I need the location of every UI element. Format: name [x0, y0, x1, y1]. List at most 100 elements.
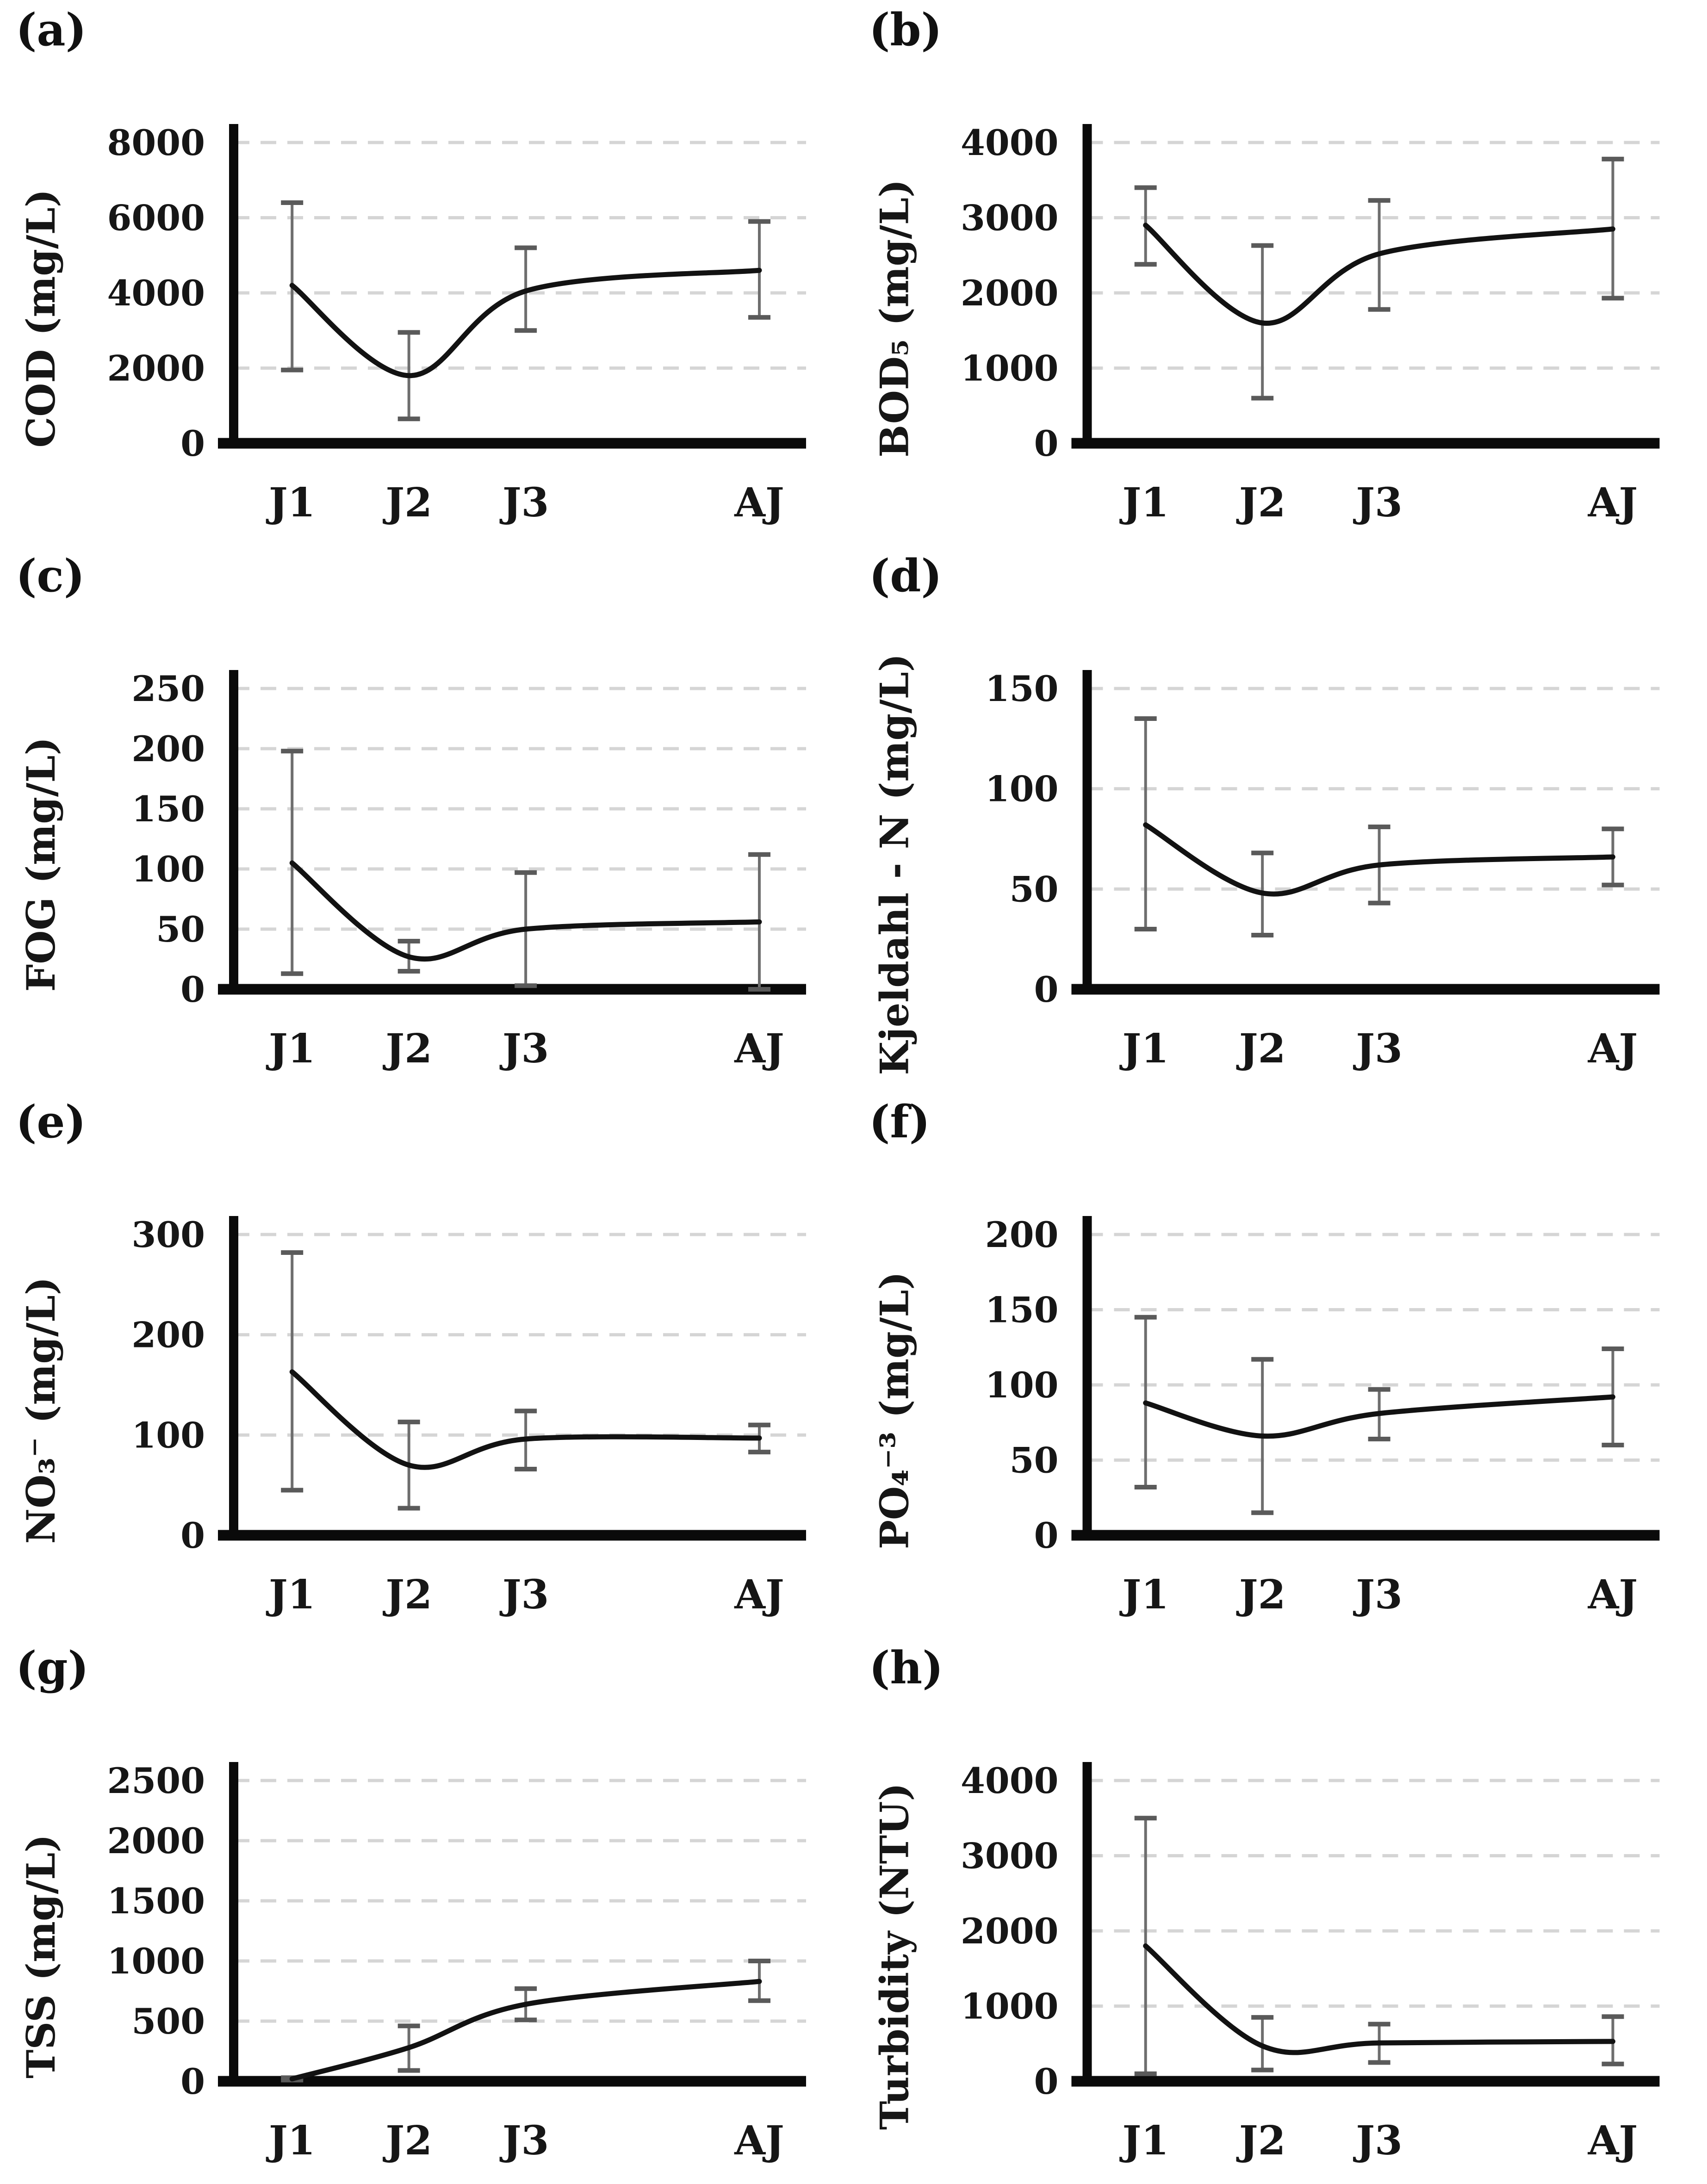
y-axis-title: PO₄⁻³ (mg/L)	[872, 1272, 918, 1549]
x-tick-label: J1	[266, 479, 316, 526]
panel-label: (b)	[869, 4, 942, 56]
series-line	[289, 1369, 762, 1470]
y-tick-label: 0	[180, 423, 205, 464]
y-tick-label: 200	[131, 1315, 205, 1356]
panel-label: (e)	[16, 1096, 86, 1148]
x-tick-label: J2	[1236, 1025, 1286, 1072]
y-tick-label: 0	[180, 1515, 205, 1556]
panel-c: (c) 0 50 100 150 200 250 J1 J2 J3 AJ FOG (mg/L)	[0, 546, 853, 1092]
panel-label: (f)	[869, 1096, 931, 1148]
x-tick-label: AJ	[1588, 479, 1638, 526]
chart-cod: 0 2000 4000 6000 8000 J1 J2 J3 AJ COD (mg/L)	[18, 122, 806, 526]
y-tick-label: 500	[131, 2001, 205, 2042]
x-tick-label: J3	[1353, 1025, 1403, 1072]
x-tick-label: J2	[1236, 479, 1286, 526]
chart-turbidity: 0 1000 2000 3000 4000 J1 J2 J3 AJ Turbidity (NTU)	[872, 1760, 1660, 2164]
y-tick-label: 0	[1034, 423, 1059, 464]
x-tick-label: J3	[1353, 479, 1403, 526]
x-tick-label: J3	[1353, 2117, 1403, 2164]
x-tick-label: J2	[1236, 1571, 1286, 1618]
y-tick-label: 50	[156, 909, 205, 950]
x-tick-label: AJ	[734, 1571, 784, 1618]
series-line	[1143, 1394, 1616, 1439]
x-tick-label: J2	[1236, 2117, 1286, 2164]
y-tick-label: 1000	[107, 1941, 205, 1982]
y-axis-title: NO₃⁻ (mg/L)	[18, 1277, 64, 1544]
x-tick-label: J2	[382, 479, 432, 526]
y-tick-label: 4000	[961, 122, 1059, 163]
y-axis-title: FOG (mg/L)	[18, 737, 64, 992]
y-tick-label: 8000	[107, 122, 205, 163]
x-tick-label: J2	[382, 1025, 432, 1072]
y-tick-label: 4000	[107, 273, 205, 314]
x-tick-label: AJ	[734, 1025, 784, 1072]
series-line	[289, 267, 762, 378]
series-line	[1143, 822, 1616, 897]
x-tick-label: AJ	[734, 479, 784, 526]
y-tick-label: 2000	[961, 1911, 1059, 1952]
y-tick-label: 100	[131, 1415, 205, 1456]
chart-bod5: 0 1000 2000 3000 4000 J1 J2 J3 AJ BOD₅ (mg/L)	[872, 122, 1660, 526]
panel-f: (f) 0 50 100 150 200 J1 J2 J3 AJ PO₄⁻³ (mg/L)	[853, 1092, 1707, 1638]
x-tick-label: J1	[266, 2117, 316, 2164]
y-tick-label: 1000	[961, 348, 1059, 389]
series-line	[1143, 1943, 1616, 2055]
panel-a: (a) 0 2000 4000 6000 8000 J1 J2 J3 AJ COD (mg/L)	[0, 0, 853, 546]
y-tick-label: 100	[131, 849, 205, 890]
series-line	[1143, 223, 1616, 326]
y-tick-label: 50	[1010, 869, 1059, 910]
panel-e: (e) 0 100 200 300 J1 J2 J3 AJ NO₃⁻ (mg/L)	[0, 1092, 853, 1638]
y-tick-label: 200	[131, 728, 205, 769]
x-tick-label: AJ	[1588, 2117, 1638, 2164]
panel-label: (c)	[16, 550, 85, 602]
y-tick-label: 2000	[107, 1820, 205, 1861]
y-axis-title: Turbidity (NTU)	[872, 1783, 918, 2130]
y-axis-title: Kjeldahl - N (mg/L)	[872, 653, 918, 1075]
panel-label: (g)	[16, 1642, 89, 1694]
x-tick-label: J3	[499, 1571, 549, 1618]
y-tick-label: 2000	[107, 348, 205, 389]
panel-g: (g) 0 500 1000 1500 2000 2500 J1 J2 J3 AJ TSS (mg/…	[0, 1638, 853, 2184]
x-tick-label: J2	[382, 2117, 432, 2164]
y-tick-label: 1500	[107, 1880, 205, 1922]
chart-fog: 0 50 100 150 200 250 J1 J2 J3 AJ FOG (mg/L)	[18, 668, 806, 1072]
y-tick-label: 3000	[961, 1836, 1059, 1877]
y-tick-label: 150	[985, 1290, 1059, 1331]
y-tick-label: 300	[131, 1214, 205, 1255]
y-tick-label: 100	[985, 1365, 1059, 1406]
y-axis-title: BOD₅ (mg/L)	[872, 179, 918, 457]
panel-h: (h) 0 1000 2000 3000 4000 J1 J2 J3 AJ Turbidity (…	[853, 1638, 1707, 2184]
panel-label: (h)	[869, 1642, 944, 1694]
y-tick-label: 0	[1034, 1515, 1059, 1556]
x-tick-label: J3	[1353, 1571, 1403, 1618]
x-tick-label: AJ	[1588, 1025, 1638, 1072]
x-tick-label: J3	[499, 2117, 549, 2164]
y-tick-label: 0	[1034, 969, 1059, 1010]
x-tick-label: AJ	[1588, 1571, 1638, 1618]
chart-phosphate: 0 50 100 150 200 J1 J2 J3 AJ PO₄⁻³ (mg/L)	[872, 1214, 1660, 1618]
y-axis-title: COD (mg/L)	[18, 189, 64, 448]
y-tick-label: 1000	[961, 1986, 1059, 2027]
y-tick-label: 2000	[961, 273, 1059, 314]
chart-tss: 0 500 1000 1500 2000 2500 J1 J2 J3 AJ TSS (mg/L)	[18, 1760, 806, 2164]
chart-nitrate: 0 100 200 300 J1 J2 J3 AJ NO₃⁻ (mg/L)	[18, 1214, 806, 1618]
y-tick-label: 0	[180, 2061, 205, 2102]
x-tick-label: J1	[1119, 1025, 1169, 1072]
panel-label: (d)	[869, 550, 942, 602]
y-tick-label: 50	[1010, 1440, 1059, 1481]
x-tick-label: J1	[1119, 2117, 1169, 2164]
y-tick-label: 2500	[107, 1760, 205, 1801]
y-tick-label: 0	[180, 969, 205, 1010]
y-tick-label: 3000	[961, 198, 1059, 239]
y-axis-title: TSS (mg/L)	[18, 1834, 64, 2079]
panel-b: (b) 0 1000 2000 3000 4000 J1 J2 J3 AJ BOD₅ (mg/L)	[853, 0, 1707, 546]
x-tick-label: J1	[266, 1571, 316, 1618]
x-tick-label: J1	[1119, 1571, 1169, 1618]
y-tick-label: 4000	[961, 1760, 1059, 1801]
series-line	[289, 1979, 762, 2082]
x-tick-label: J2	[382, 1571, 432, 1618]
x-tick-label: J3	[499, 1025, 549, 1072]
y-tick-label: 200	[985, 1214, 1059, 1255]
y-tick-label: 150	[131, 788, 205, 830]
panel-label: (a)	[16, 4, 87, 56]
